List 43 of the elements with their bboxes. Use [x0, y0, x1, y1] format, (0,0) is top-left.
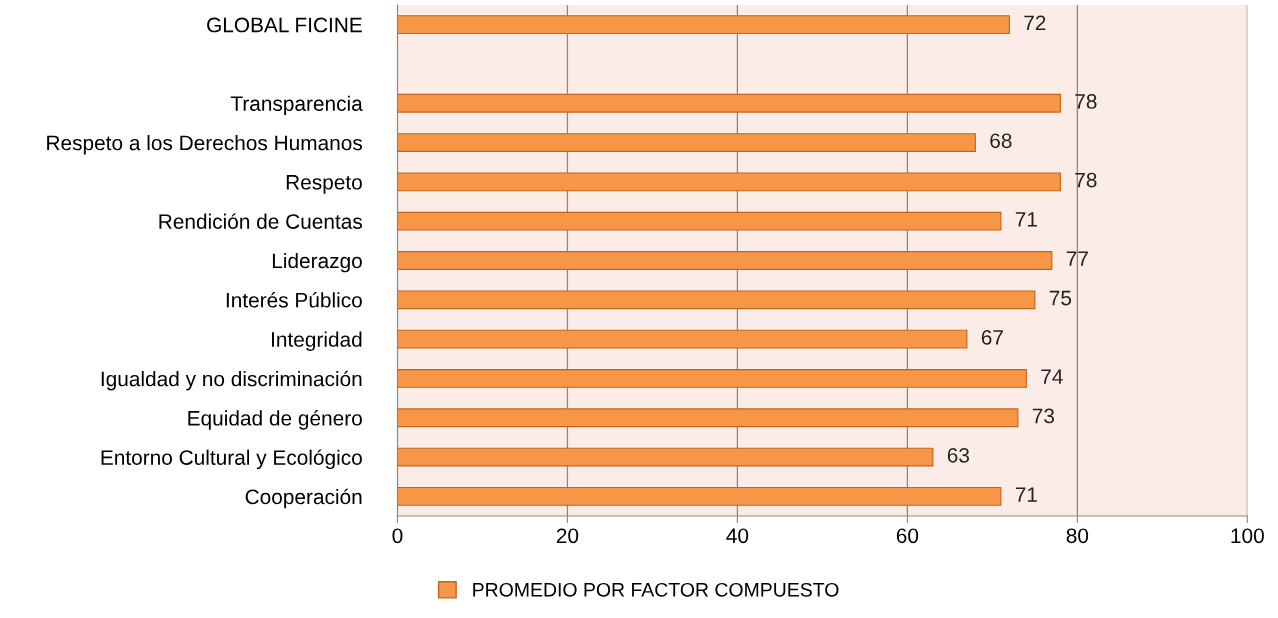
bar	[397, 329, 968, 349]
bar	[397, 211, 1002, 231]
data-label: 71	[1015, 212, 1037, 227]
data-label: 77	[1066, 251, 1088, 266]
y-tick-label: Equidad de género	[188, 410, 362, 430]
data-label: 74	[1041, 369, 1063, 384]
bar	[397, 408, 1019, 428]
x-tick-label: 80	[1066, 528, 1089, 544]
x-tick-label: 60	[896, 528, 919, 544]
x-tick-label: 20	[556, 528, 579, 544]
y-tick-label: Respeto	[286, 175, 362, 194]
data-label: 72	[1024, 15, 1046, 30]
y-tick-label: Liderazgo	[272, 252, 362, 273]
bar	[397, 369, 1027, 388]
data-label: 73	[1032, 408, 1055, 424]
x-tick-label: 100	[1231, 528, 1264, 544]
y-tick-label: GLOBAL FICINE	[207, 17, 362, 33]
y-tick-label: Igualdad y no discriminación	[101, 370, 362, 391]
x-tick-label: 40	[726, 528, 749, 544]
y-tick-label: Entorno Cultural y Ecológico	[101, 449, 362, 470]
bar	[397, 15, 1010, 35]
data-label: 75	[1049, 290, 1072, 306]
x-tick-label: 0	[392, 528, 403, 544]
bar	[397, 93, 1061, 113]
bar	[397, 486, 1002, 506]
data-label: 68	[990, 133, 1012, 149]
data-label: 78	[1075, 94, 1097, 109]
y-tick-label: Integridad	[272, 331, 362, 351]
bar	[397, 133, 976, 152]
y-tick-label: Respeto a los Derechos Humanos	[47, 135, 362, 155]
bar	[397, 251, 1053, 270]
y-tick-label: Rendición de Cuentas	[159, 213, 362, 229]
data-label: 71	[1015, 487, 1037, 502]
legend-label: PROMEDIO POR FACTOR COMPUESTO	[473, 582, 839, 597]
data-label: 78	[1075, 172, 1097, 188]
data-label: 63	[947, 447, 970, 463]
bar	[397, 447, 934, 467]
bar	[397, 172, 1061, 192]
y-tick-label: Interés Público	[226, 292, 362, 308]
data-label: 67	[981, 329, 1003, 345]
y-tick-label: Transparencia	[230, 95, 363, 116]
y-tick-label: Cooperación	[245, 488, 362, 509]
bar	[397, 290, 1036, 310]
